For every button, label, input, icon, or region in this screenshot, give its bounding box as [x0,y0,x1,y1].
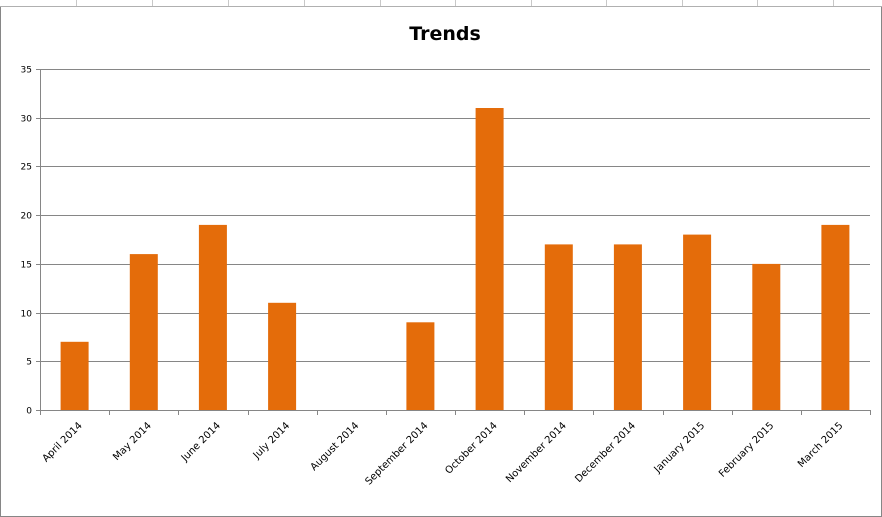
bar [683,234,712,410]
y-tick-label: 15 [21,261,32,271]
bar [821,224,850,410]
bar [268,302,297,410]
y-tick-label: 30 [21,115,33,125]
bar [198,224,227,410]
chart-title: Trends [409,23,481,45]
y-tick-label: 10 [21,310,33,320]
y-tick-label: 5 [26,358,32,368]
bar [544,244,573,410]
bar [406,322,435,410]
top-cell-strip [0,0,882,7]
y-tick-label: 20 [21,212,33,222]
bar [475,108,504,410]
y-axis-ticks: 0 5 10 15 20 25 30 35 [21,66,40,417]
y-tick-label: 35 [21,66,32,76]
y-tick-label: 25 [21,163,32,173]
y-tick-label: 0 [26,407,32,417]
bar [60,341,89,410]
bar [613,244,642,410]
bar [752,263,781,410]
bars [60,108,850,410]
bar [129,254,158,410]
axes [40,69,871,415]
gridlines [40,69,870,362]
